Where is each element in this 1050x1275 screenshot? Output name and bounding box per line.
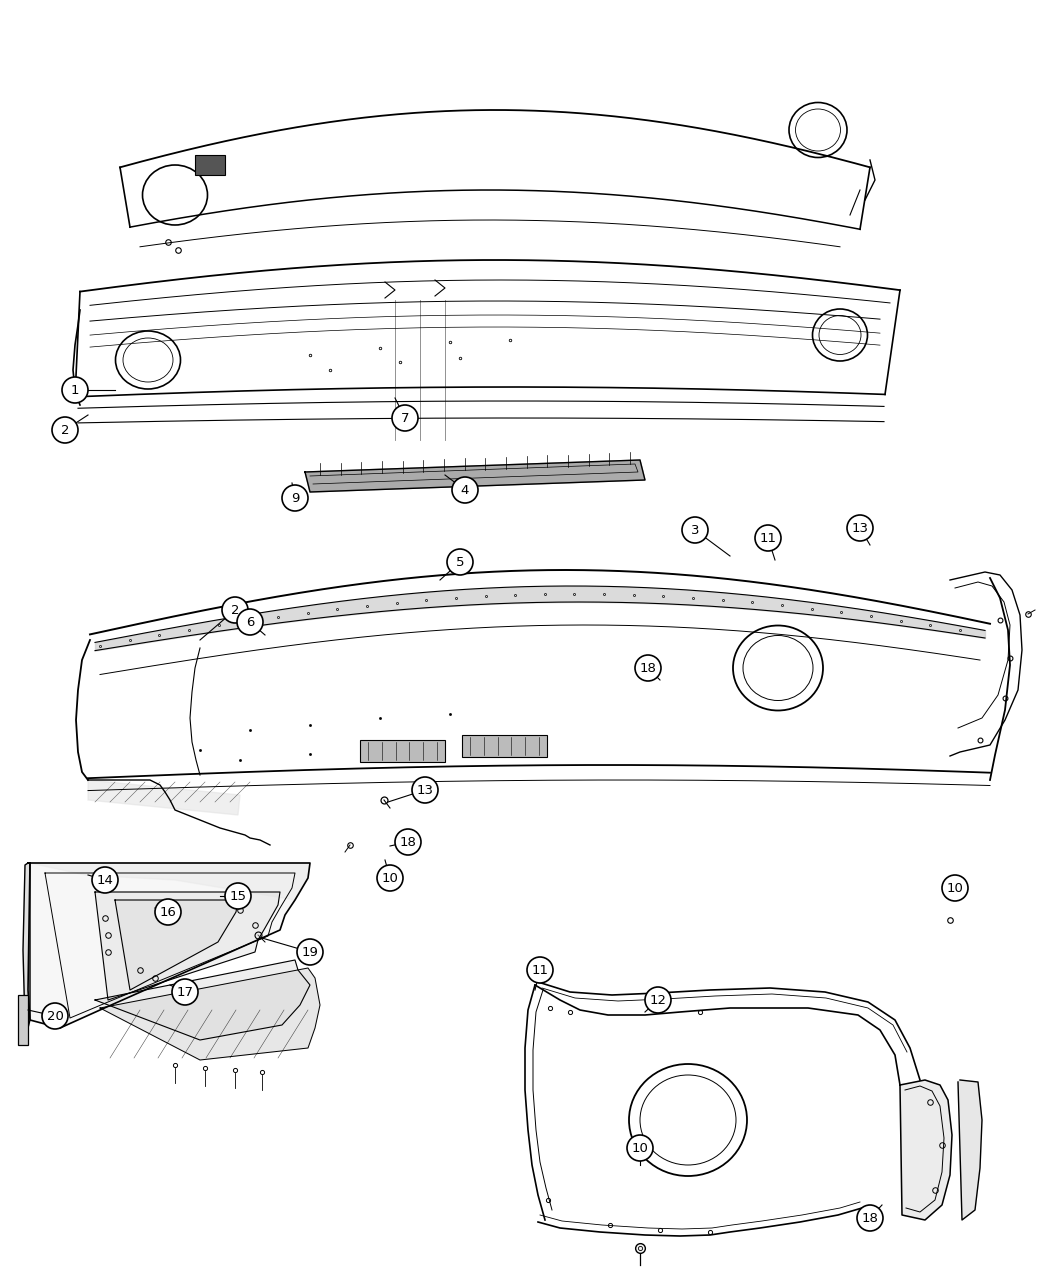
Polygon shape	[100, 968, 320, 1060]
Text: 9: 9	[291, 491, 299, 505]
Bar	[360, 740, 445, 762]
Text: 4: 4	[461, 483, 469, 496]
Circle shape	[527, 958, 553, 983]
Circle shape	[635, 655, 662, 681]
Text: 5: 5	[456, 556, 464, 569]
Circle shape	[62, 377, 88, 403]
Circle shape	[155, 899, 181, 924]
Text: 6: 6	[246, 616, 254, 629]
Text: 1: 1	[70, 384, 79, 397]
Text: 2: 2	[231, 603, 239, 617]
Circle shape	[682, 516, 708, 543]
Text: 18: 18	[862, 1211, 879, 1224]
Circle shape	[222, 597, 248, 623]
Circle shape	[172, 979, 198, 1005]
Bar	[18, 994, 28, 1046]
Text: 10: 10	[946, 881, 964, 895]
Circle shape	[225, 884, 251, 909]
Circle shape	[282, 484, 308, 511]
Circle shape	[237, 609, 262, 635]
Text: 2: 2	[61, 423, 69, 436]
Text: 19: 19	[301, 946, 318, 959]
Polygon shape	[94, 892, 280, 1000]
Text: 16: 16	[160, 905, 176, 918]
Circle shape	[52, 417, 78, 442]
Circle shape	[627, 1135, 653, 1162]
Circle shape	[42, 1003, 68, 1029]
Circle shape	[452, 477, 478, 504]
Circle shape	[857, 1205, 883, 1230]
Circle shape	[377, 864, 403, 891]
Text: 15: 15	[230, 890, 247, 903]
Polygon shape	[116, 900, 238, 989]
Text: 17: 17	[176, 986, 193, 998]
Polygon shape	[30, 863, 310, 900]
Circle shape	[942, 875, 968, 901]
Polygon shape	[304, 460, 645, 492]
Polygon shape	[23, 863, 30, 1028]
Text: 11: 11	[759, 532, 777, 544]
Text: 14: 14	[97, 873, 113, 886]
Circle shape	[297, 938, 323, 965]
Bar	[462, 734, 547, 757]
Text: 18: 18	[639, 662, 656, 674]
Circle shape	[755, 525, 781, 551]
Text: 7: 7	[401, 412, 410, 425]
Text: 10: 10	[381, 872, 398, 885]
Polygon shape	[88, 780, 240, 815]
Polygon shape	[94, 960, 310, 1040]
Text: 12: 12	[650, 993, 667, 1006]
Circle shape	[645, 987, 671, 1014]
Text: 3: 3	[691, 524, 699, 537]
Text: 18: 18	[400, 835, 417, 848]
Circle shape	[92, 867, 118, 892]
Circle shape	[412, 776, 438, 803]
Text: 10: 10	[631, 1141, 649, 1154]
Circle shape	[847, 515, 873, 541]
Circle shape	[392, 405, 418, 431]
Text: 20: 20	[46, 1010, 63, 1023]
Bar	[195, 156, 225, 175]
Polygon shape	[958, 1080, 982, 1220]
Circle shape	[395, 829, 421, 856]
Text: 13: 13	[417, 784, 434, 797]
Text: 11: 11	[531, 964, 548, 977]
Polygon shape	[900, 1080, 952, 1220]
Text: 13: 13	[852, 521, 868, 534]
Circle shape	[447, 550, 473, 575]
Polygon shape	[28, 863, 310, 1028]
